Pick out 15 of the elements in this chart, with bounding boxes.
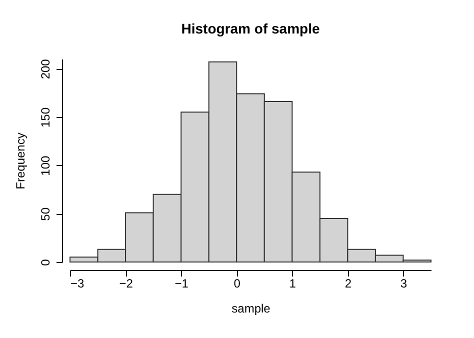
- y-tick-label: 200: [38, 58, 52, 80]
- x-tick-label: −1: [174, 276, 189, 290]
- x-tick-label: 0: [234, 276, 241, 290]
- y-tick-label: 50: [38, 207, 52, 221]
- y-axis-title: Frequency: [14, 132, 28, 190]
- x-tick-label: 2: [344, 276, 352, 290]
- x-tick-label: −3: [70, 276, 85, 290]
- y-tick-label: 0: [38, 258, 52, 266]
- x-axis-title: sample: [232, 302, 271, 316]
- chart-title: Histogram of sample: [181, 20, 320, 37]
- x-tick-label: −2: [119, 276, 134, 290]
- y-tick-label: 100: [38, 156, 52, 176]
- x-tick-label: 3: [400, 276, 408, 290]
- x-tick-label: 1: [289, 276, 296, 290]
- y-tick-label: 150: [38, 107, 52, 128]
